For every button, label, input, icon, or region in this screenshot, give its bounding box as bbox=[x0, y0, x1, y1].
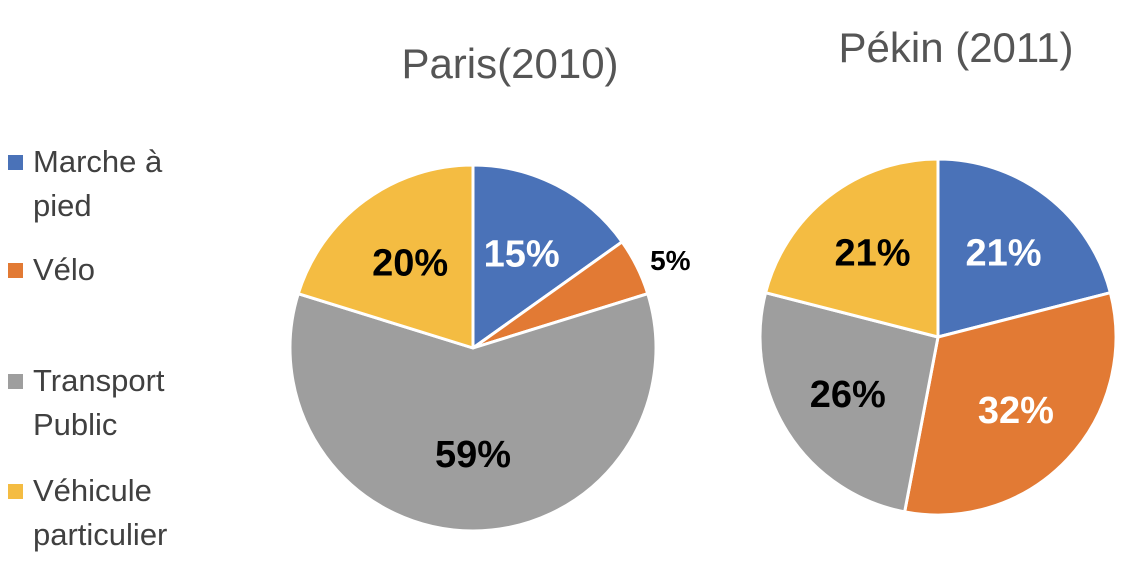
legend-label-vehicule: Véhicule particulier bbox=[33, 473, 168, 552]
pekin-slice-transport bbox=[758, 291, 940, 514]
legend-label-marche: Marche à pied bbox=[33, 144, 163, 223]
legend-swatch-velo bbox=[8, 263, 23, 278]
pekin-label-transport: 26% bbox=[810, 374, 886, 416]
legend-item-velo: Vélo bbox=[8, 248, 95, 292]
legend-swatch-vehicule bbox=[8, 484, 23, 499]
paris-slice-transport bbox=[288, 292, 658, 533]
legend-label-velo: Vélo bbox=[33, 252, 96, 287]
pekin-label-marche: 21% bbox=[965, 233, 1041, 275]
pie-pekin: 21% 32% 26% 21% bbox=[758, 157, 1118, 517]
pie-title-pekin: Pékin (2011) bbox=[838, 24, 1073, 71]
paris-slice-marche bbox=[471, 163, 624, 350]
paris-slice-vehicule bbox=[296, 163, 475, 350]
pekin-label-velo: 32% bbox=[978, 390, 1054, 432]
legend-label-transport: Transport Public bbox=[33, 363, 165, 442]
legend-item-vehicule: Véhicule particulier bbox=[8, 469, 167, 557]
pekin-slice-marche bbox=[936, 157, 1112, 339]
pekin-label-vehicule: 21% bbox=[834, 233, 910, 275]
paris-label-marche: 15% bbox=[484, 234, 560, 276]
legend: Marche à pied Vélo Transport Public Véhi… bbox=[8, 0, 208, 570]
pekin-slice-velo bbox=[903, 291, 1118, 517]
legend-item-marche: Marche à pied bbox=[8, 140, 162, 228]
paris-label-transport: 59% bbox=[435, 434, 511, 476]
pekin-slice-vehicule bbox=[764, 157, 940, 339]
legend-swatch-marche bbox=[8, 155, 23, 170]
paris-label-vehicule: 20% bbox=[372, 243, 448, 285]
paris-label-velo: 5% bbox=[650, 245, 691, 276]
legend-swatch-transport bbox=[8, 374, 23, 389]
pie-paris: 15% 5% 59% 20% bbox=[288, 163, 691, 533]
pie-title-paris: Paris(2010) bbox=[401, 40, 618, 87]
legend-item-transport: Transport Public bbox=[8, 359, 165, 447]
